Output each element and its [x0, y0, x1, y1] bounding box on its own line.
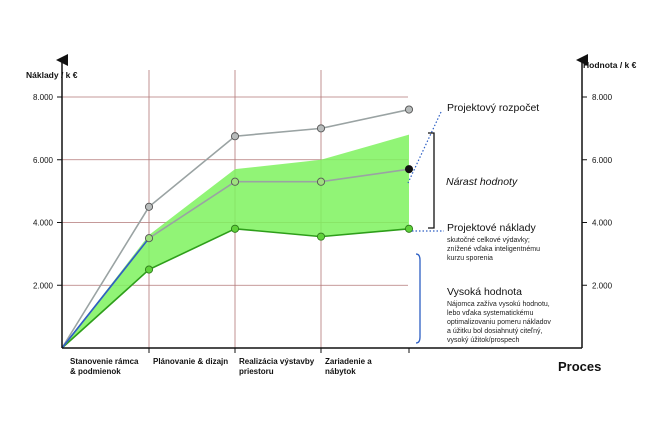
high-value-note: a úžitku bol dosiahnutý citeľný,	[447, 328, 542, 335]
y-tick-label-right: 6.000	[592, 156, 613, 165]
category-label: & podmienok	[70, 367, 121, 376]
y-tick-label-left: 6.000	[33, 156, 54, 165]
category-label: nábytok	[325, 367, 356, 376]
value-increase-annotation: Nárast hodnoty	[446, 176, 518, 188]
cost-point	[144, 265, 154, 274]
cost-point	[404, 224, 414, 233]
high-value-brace	[415, 253, 421, 344]
value-point	[144, 234, 154, 243]
high-value-note: Nájomca zažíva vysokú hodnotu,	[447, 301, 550, 308]
budget-point	[316, 124, 326, 133]
costs-note: kurzu sporenia	[447, 255, 493, 262]
value-point	[230, 177, 240, 186]
cost-point	[230, 224, 240, 233]
y-tick-label-right: 8.000	[592, 93, 613, 102]
costs-note: skutočné celkové výdavky;	[447, 237, 530, 244]
high-value-note: vysoký úžitok/prospech	[447, 337, 519, 344]
y-tick-label-left: 2.000	[33, 281, 54, 290]
y-tick-label-left: 8.000	[33, 93, 54, 102]
category-label: Zariadenie a	[325, 357, 372, 366]
high-value-note: optimalizovaniu pomeru nákladov	[447, 319, 551, 326]
costs-note: znížené vďaka inteligentnému	[447, 246, 540, 253]
y-tick-label-right: 4.000	[592, 219, 613, 228]
blue-segment	[61, 237, 150, 349]
costs-annotation: Projektové náklady	[447, 222, 536, 234]
y-tick-label-left: 4.000	[33, 219, 54, 228]
cost-point	[316, 232, 326, 241]
budget-pointer	[407, 111, 442, 184]
value-band	[62, 134, 409, 348]
budget-point	[230, 132, 240, 141]
category-label: Realizácia výstavby	[239, 357, 315, 366]
budget-point	[404, 105, 414, 114]
x-axis-title: Proces	[558, 359, 601, 374]
high-value-note: lebo vďaka systematickému	[447, 310, 533, 317]
y-tick-label-right: 2.000	[592, 281, 613, 290]
value-point	[404, 165, 414, 174]
category-label: priestoru	[239, 367, 274, 376]
value-point	[316, 177, 326, 186]
category-label: Plánovanie & dizajn	[153, 357, 228, 366]
budget-annotation: Projektový rozpočet	[447, 102, 539, 114]
value-bracket	[428, 132, 435, 229]
y-axis-title-right: Hodnota / k €	[583, 60, 637, 70]
budget-point	[144, 202, 154, 211]
y-axis-title-left: Náklady / k €	[26, 70, 78, 80]
high-value-annotation: Vysoká hodnota	[447, 286, 522, 298]
category-label: Stanovenie rámca	[70, 357, 139, 366]
